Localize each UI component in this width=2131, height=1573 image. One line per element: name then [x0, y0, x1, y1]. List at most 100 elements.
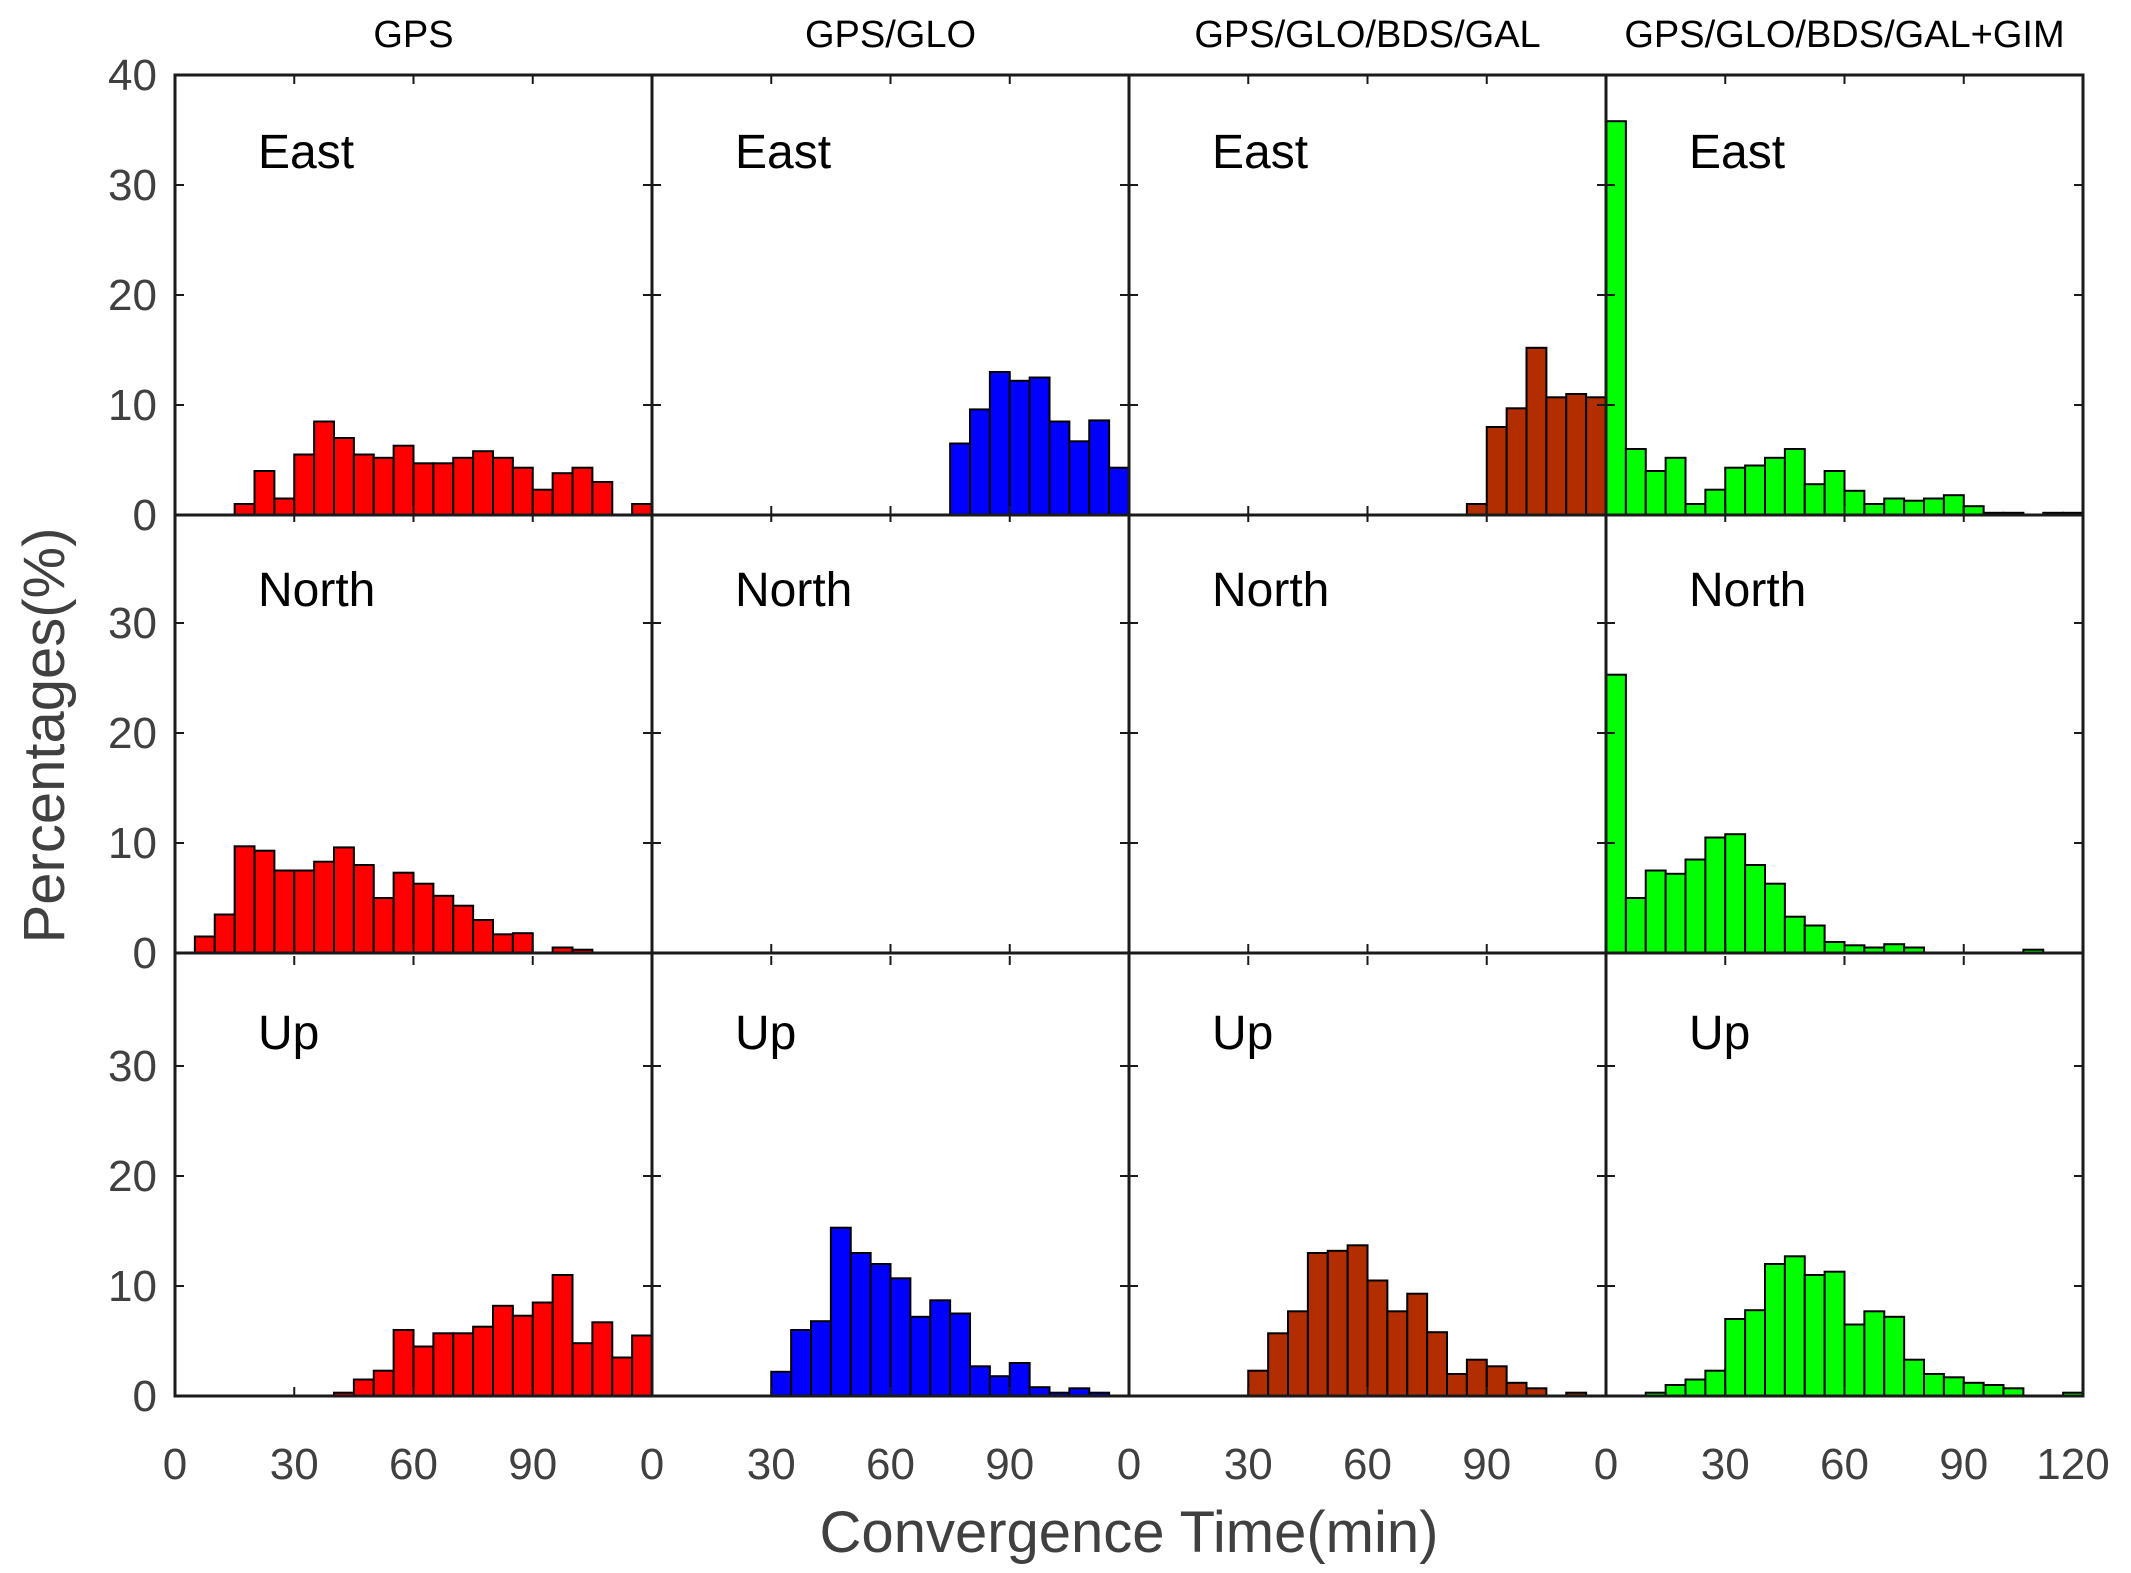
column-title: GPS/GLO: [805, 14, 976, 56]
histogram-bar: [1724, 466, 1747, 517]
histogram-bar: [1406, 1292, 1429, 1397]
histogram-bar: [1306, 1252, 1329, 1397]
histogram-bar: [1982, 1384, 2005, 1397]
x-tick-label: 30: [270, 1440, 319, 1489]
histogram-bar: [412, 1345, 435, 1397]
column-title: GPS/GLO/BDS/GAL: [1194, 14, 1540, 56]
histogram-bar: [1028, 376, 1051, 516]
histogram-bar: [591, 481, 614, 516]
labels-layer: Convergence Time(min) Percentages(%) 0 10…: [12, 14, 2110, 1565]
histogram-bar: [412, 462, 435, 516]
histogram-bar: [1783, 915, 1806, 955]
histogram-bar: [1704, 836, 1727, 954]
histogram-bar: [1724, 1318, 1747, 1397]
x-tick-label: 0: [163, 1440, 187, 1489]
histogram-bar: [1505, 1381, 1528, 1398]
histogram-bar: [472, 1325, 495, 1397]
histogram-bar: [1684, 858, 1707, 954]
histogram-bar: [313, 860, 336, 955]
histogram-bar: [1803, 924, 1826, 954]
panel-label: North: [258, 564, 375, 617]
histogram-bar: [770, 1370, 793, 1398]
histogram-bar: [1704, 488, 1727, 517]
histogram-bar: [511, 932, 534, 955]
histogram-bar: [1465, 503, 1488, 516]
histogram-bar: [432, 894, 455, 954]
panel-label: Up: [735, 1007, 796, 1060]
histogram-bar: [949, 442, 972, 516]
histogram-bar: [452, 904, 475, 955]
y-tick-label: 0: [133, 929, 157, 978]
y-tick-label: 20: [108, 271, 157, 320]
histogram-bar: [333, 846, 355, 955]
histogram-bar: [432, 462, 455, 516]
x-tick-label: 120: [2036, 1440, 2109, 1489]
histogram-bar: [1485, 1365, 1508, 1398]
histogram-bar: [452, 1332, 475, 1398]
histogram-bar: [1326, 1249, 1349, 1398]
histogram-bar: [551, 1274, 574, 1397]
histogram-bar: [1386, 1310, 1409, 1398]
histogram-bar: [571, 1342, 594, 1397]
histogram-bar: [929, 1299, 952, 1398]
y-tick-label: 20: [108, 1152, 157, 1201]
panel-label: East: [258, 126, 354, 179]
histogram-bar: [412, 882, 435, 955]
histogram-bar: [452, 456, 475, 516]
x-tick-label: 60: [1343, 1440, 1392, 1489]
histogram-bar: [1843, 1323, 1866, 1397]
histogram-bar: [1664, 456, 1687, 516]
x-tick-label: 0: [1594, 1440, 1618, 1489]
histogram-bar: [1605, 673, 1627, 954]
histogram-bar: [213, 913, 236, 954]
histogram-bar: [1803, 483, 1826, 517]
x-tick-label: 90: [1462, 1440, 1511, 1489]
panel-label: East: [1212, 126, 1308, 179]
x-tick-label: 0: [1117, 1440, 1141, 1489]
histogram-bar: [1962, 1381, 1985, 1398]
histogram-bar: [372, 1369, 395, 1397]
histogram-bar: [253, 849, 276, 955]
panel-label: Up: [1689, 1007, 1750, 1060]
histogram-bar: [1008, 379, 1031, 516]
histogram-bar: [1883, 497, 1906, 516]
histogram-bar: [1923, 1373, 1945, 1397]
histogram-bar: [1764, 456, 1786, 516]
histogram-bar: [1346, 1244, 1369, 1398]
column-title: GPS: [373, 14, 453, 56]
histogram-bar: [1942, 494, 1965, 517]
histogram-bar: [372, 897, 395, 954]
histogram-bar: [1644, 869, 1667, 954]
histogram-bar: [273, 497, 296, 516]
histogram-bar: [492, 1304, 514, 1398]
histogram-bar: [352, 453, 375, 516]
histogram-bar: [492, 456, 514, 516]
histogram-bar: [492, 933, 514, 954]
histogram-bar: [1545, 396, 1568, 516]
histogram-bar: [631, 503, 654, 516]
histogram-bar: [472, 450, 495, 517]
histogram-bar: [313, 420, 336, 516]
histogram-bar: [392, 871, 415, 955]
histogram-bar: [1108, 466, 1131, 517]
y-tick-label: 10: [108, 1262, 157, 1311]
histogram-bar: [1744, 464, 1767, 516]
histogram-bar: [591, 1321, 614, 1398]
histogram-bar: [1465, 1358, 1488, 1397]
histogram-bar: [1585, 396, 1608, 516]
histogram-bar: [1426, 1331, 1449, 1397]
panel-label: East: [735, 126, 831, 179]
column-title: GPS/GLO/BDS/GAL+GIM: [1624, 14, 2064, 56]
histogram-bar: [1724, 833, 1747, 955]
x-tick-label: 90: [508, 1440, 557, 1489]
histogram-bar: [1764, 1263, 1786, 1397]
histogram-bar: [472, 919, 495, 954]
x-tick-label: 60: [866, 1440, 915, 1489]
panel-label: Up: [1212, 1007, 1273, 1060]
histogram-bar: [1704, 1369, 1727, 1397]
y-axis-label: Percentages(%): [12, 528, 77, 944]
histogram-bar: [1923, 497, 1945, 516]
histogram-bar: [352, 1378, 375, 1397]
y-tick-label: 40: [108, 51, 157, 100]
histogram-bar: [611, 1356, 634, 1397]
